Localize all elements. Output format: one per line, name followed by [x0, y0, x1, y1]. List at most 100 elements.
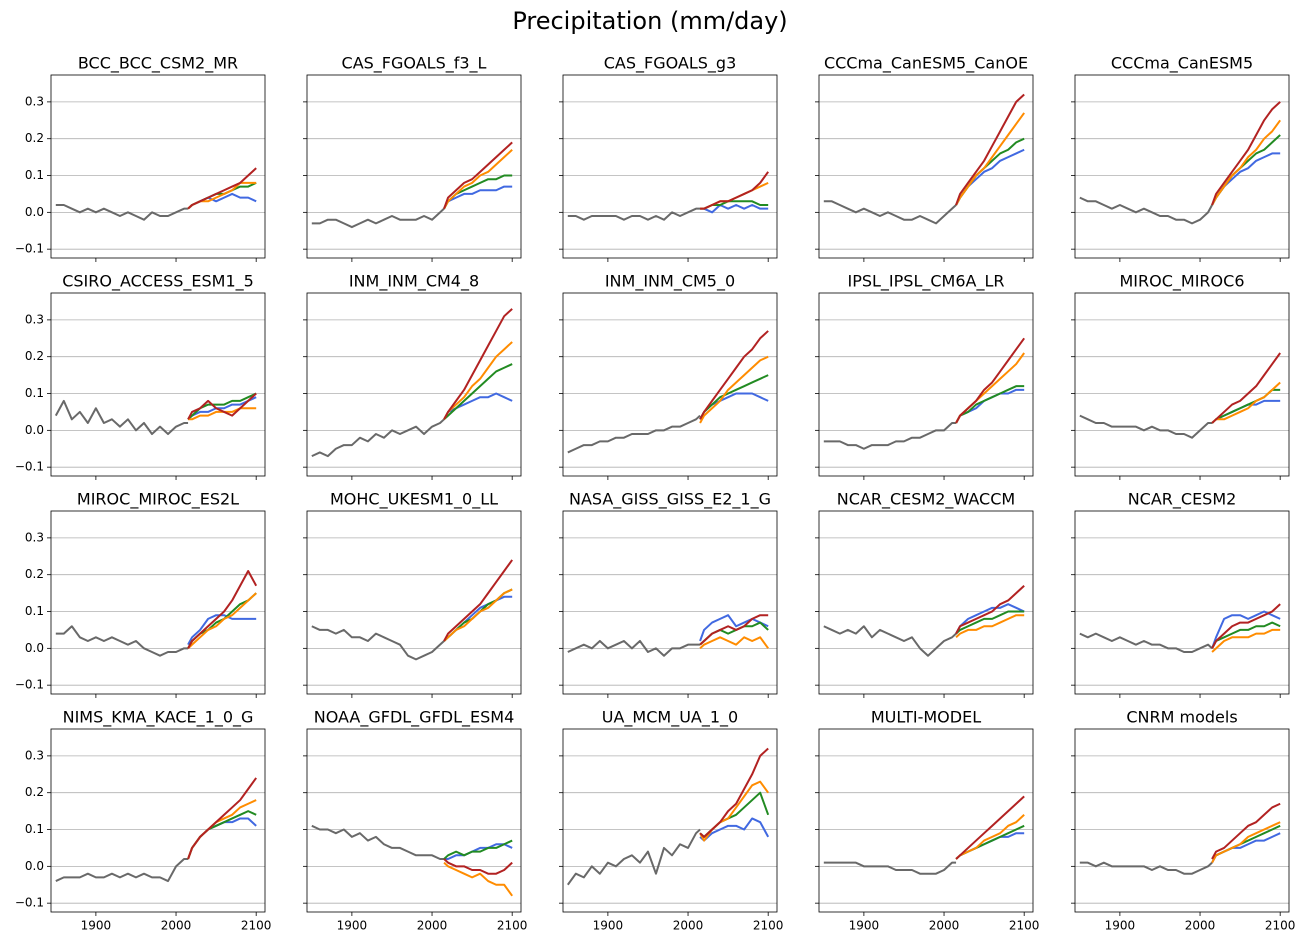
- series-line: [955, 148, 1025, 206]
- y-tick-label: 0.3: [25, 530, 44, 544]
- series-line: [187, 396, 257, 421]
- series-line: [443, 341, 513, 420]
- y-tick-label: 0.0: [25, 641, 44, 655]
- series-line: [311, 418, 445, 458]
- subplot: 1900 2000 2100 MULTI-MODEL: [815, 708, 1039, 931]
- y-tick-label: 0.2: [25, 349, 44, 363]
- subplot-title: INM_INM_CM4_8: [349, 272, 479, 292]
- series-line: [699, 614, 769, 642]
- series-line: [699, 614, 769, 646]
- series-line: [1211, 621, 1281, 649]
- series-line: [699, 747, 769, 838]
- subplot: −0.1 0.0 0.1 0.2 0.3 1900 2000 2100 NIMS_KMA_KAC…: [15, 708, 272, 931]
- axes-frame: [562, 728, 778, 913]
- series-line: [955, 614, 1025, 639]
- series-line: [700, 171, 769, 210]
- axes-frame: [818, 74, 1034, 259]
- series-line: [443, 392, 513, 420]
- y-tick-label: 0.1: [25, 386, 44, 400]
- series-line: [187, 570, 258, 649]
- subplot-title: INM_INM_CM5_0: [605, 272, 735, 292]
- y-tick-label: 0.1: [25, 604, 44, 618]
- axes-frame: [50, 510, 266, 695]
- series-line: [823, 861, 957, 875]
- series-line: [955, 585, 1025, 635]
- axes-frame: [818, 728, 1034, 913]
- x-tick-label: 1900: [81, 919, 112, 931]
- series-line: [1211, 802, 1281, 860]
- subplot: INM_INM_CM5_0: [559, 272, 778, 480]
- y-tick-label: 0.3: [25, 312, 44, 326]
- x-tick-label: 1900: [337, 919, 368, 931]
- subplot: MIROC_MIROC6: [1071, 272, 1290, 480]
- axes-frame: [1074, 292, 1290, 477]
- x-tick-label: 1900: [593, 919, 624, 931]
- subplot-title: UA_MCM_UA_1_0: [602, 708, 738, 728]
- subplot-title: CCCma_CanESM5: [1111, 54, 1253, 74]
- x-tick-label: 2000: [1185, 919, 1216, 931]
- subplot-title: CNRM models: [1126, 708, 1237, 727]
- series-line: [187, 392, 257, 421]
- axes-frame: [562, 292, 778, 477]
- series-line: [567, 207, 701, 221]
- series-line: [188, 407, 257, 421]
- series-line: [443, 141, 513, 210]
- series-line: [443, 858, 513, 875]
- x-tick-label: 2100: [1265, 919, 1296, 931]
- series-line: [955, 603, 1025, 635]
- series-line: [443, 185, 513, 210]
- figure-title: Precipitation (mm/day): [512, 7, 787, 35]
- series-line: [567, 828, 701, 886]
- series-line: [700, 203, 769, 214]
- y-tick-label: 0.3: [25, 94, 44, 108]
- y-tick-label: −0.1: [15, 896, 44, 910]
- series-line: [823, 200, 957, 225]
- subplot: NCAR_CESM2_WACCM: [815, 490, 1034, 698]
- x-tick-label: 2100: [241, 919, 272, 931]
- axes-frame: [50, 292, 266, 477]
- series-line: [1079, 861, 1213, 875]
- series-line: [955, 385, 1025, 424]
- series-line: [955, 795, 1025, 860]
- series-line: [443, 363, 513, 421]
- series-line: [955, 814, 1025, 860]
- x-tick-label: 2000: [161, 919, 192, 931]
- axes-frame: [1074, 510, 1290, 695]
- subplot: 1900 2000 2100 CNRM models: [1071, 708, 1295, 931]
- series-line: [443, 308, 513, 420]
- series-line: [1079, 632, 1213, 654]
- y-tick-label: 0.2: [25, 567, 44, 581]
- axes-frame: [306, 728, 522, 913]
- subplot: 1900 2000 2100 UA_MCM_UA_1_0: [559, 708, 783, 931]
- subplot: 1900 2000 2100 NOAA_GFDL_GFDL_ESM4: [303, 708, 527, 931]
- y-tick-label: 0.0: [25, 205, 44, 219]
- subplot-title: BCC_BCC_CSM2_MR: [78, 54, 238, 74]
- axes-frame: [562, 74, 778, 259]
- y-tick-label: 0.0: [25, 859, 44, 873]
- series-line: [187, 777, 257, 860]
- series-line: [699, 330, 769, 420]
- subplot-title: CCCma_CanESM5_CanOE: [824, 54, 1028, 74]
- subplot: INM_INM_CM4_8: [303, 272, 522, 480]
- y-tick-label: 0.0: [25, 423, 44, 437]
- series-line: [1211, 381, 1281, 424]
- subplot-title: NCAR_CESM2: [1128, 490, 1237, 510]
- subplot: −0.1 0.0 0.1 0.2 0.3 CSIRO_ACCESS_ESM1_5: [15, 272, 266, 480]
- series-line: [699, 374, 769, 420]
- y-tick-label: −0.1: [15, 460, 44, 474]
- series-line: [1211, 101, 1281, 206]
- series-line: [55, 625, 189, 657]
- series-line: [1211, 352, 1281, 424]
- subplot-title: MIROC_MIROC_ES2L: [77, 490, 239, 510]
- series-line: [1211, 821, 1281, 864]
- series-line: [1211, 603, 1281, 649]
- x-tick-label: 2000: [673, 919, 704, 931]
- axes-frame: [562, 510, 778, 695]
- axes-frame: [306, 292, 522, 477]
- axes-frame: [306, 510, 522, 695]
- series-line: [1079, 196, 1213, 225]
- series-line: [443, 149, 513, 210]
- subplot-title: NCAR_CESM2_WACCM: [837, 490, 1015, 510]
- series-line: [55, 203, 189, 221]
